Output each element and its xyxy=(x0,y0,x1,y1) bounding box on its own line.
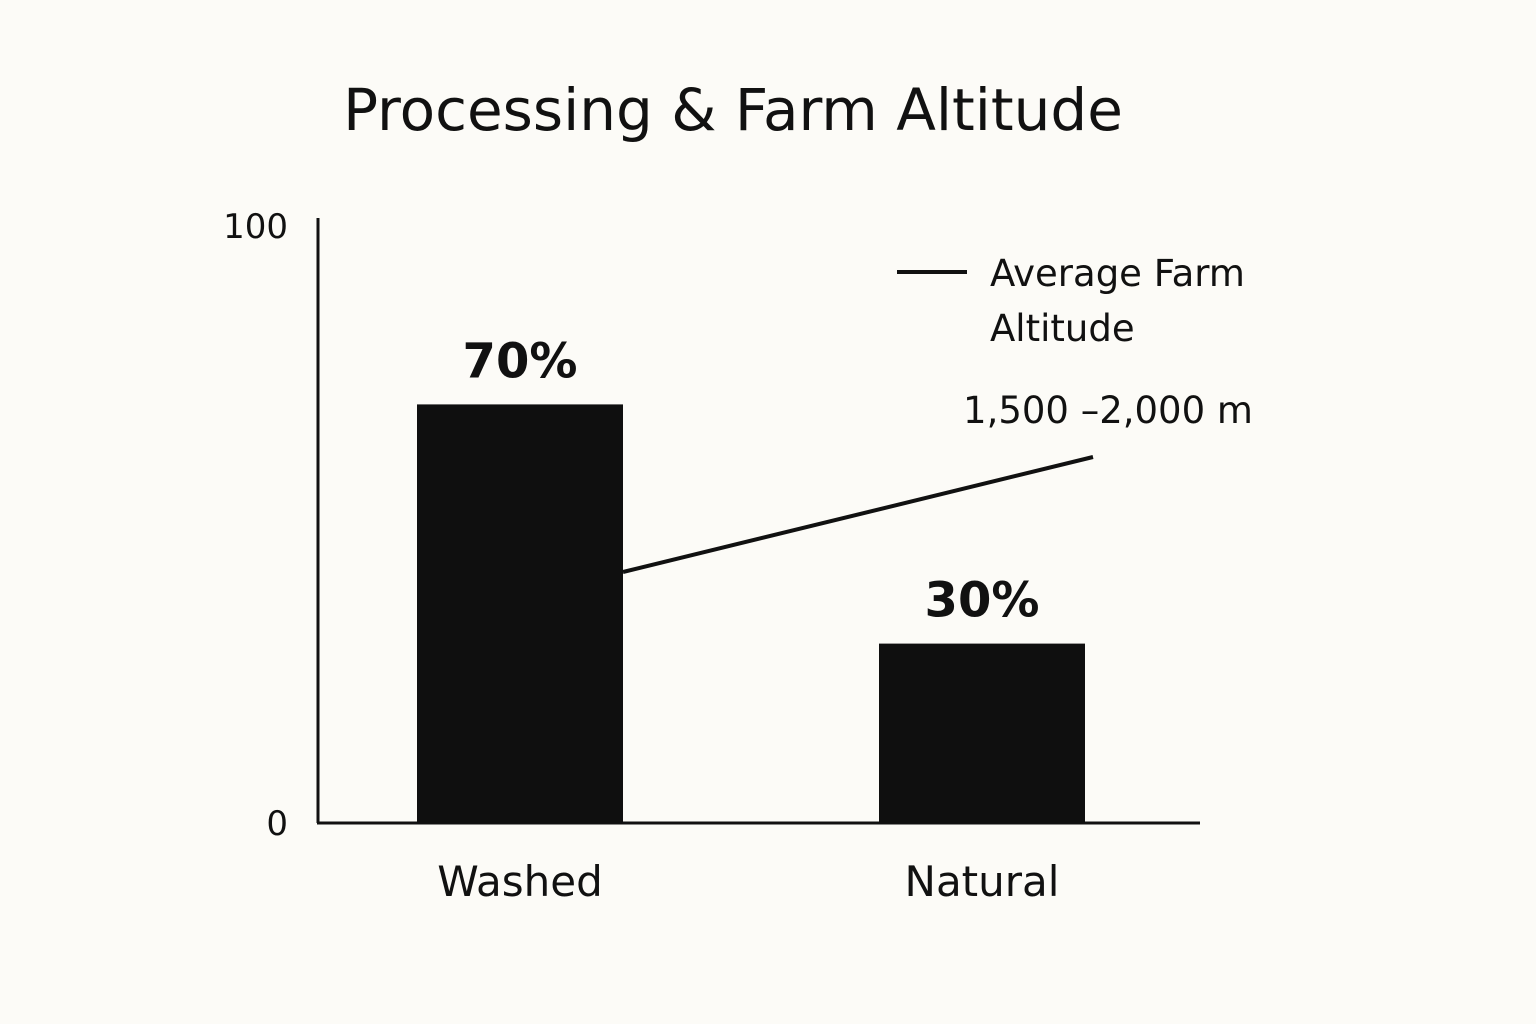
bars-group xyxy=(417,404,1085,823)
category-label-washed: Washed xyxy=(437,857,603,906)
legend: Average Farm Altitude xyxy=(897,252,1245,350)
y-tick-label-bottom: 0 xyxy=(266,804,288,844)
bar-value-label-washed: 70% xyxy=(463,333,578,389)
bar-natural xyxy=(879,643,1085,823)
legend-label-line-2: Altitude xyxy=(990,307,1135,350)
legend-label-line-1: Average Farm xyxy=(990,252,1245,295)
y-tick-label-top: 100 xyxy=(223,207,288,247)
bar-value-labels: 70% 30% xyxy=(463,333,1040,628)
average-farm-altitude-line xyxy=(622,455,1094,574)
category-labels: Washed Natural xyxy=(437,857,1059,906)
bar-washed xyxy=(417,404,623,823)
category-label-natural: Natural xyxy=(905,857,1060,906)
altitude-annotation: 1,500 –2,000 m xyxy=(963,389,1253,432)
bar-value-label-natural: 30% xyxy=(925,573,1040,629)
chart-title: Processing & Farm Altitude xyxy=(343,76,1123,144)
